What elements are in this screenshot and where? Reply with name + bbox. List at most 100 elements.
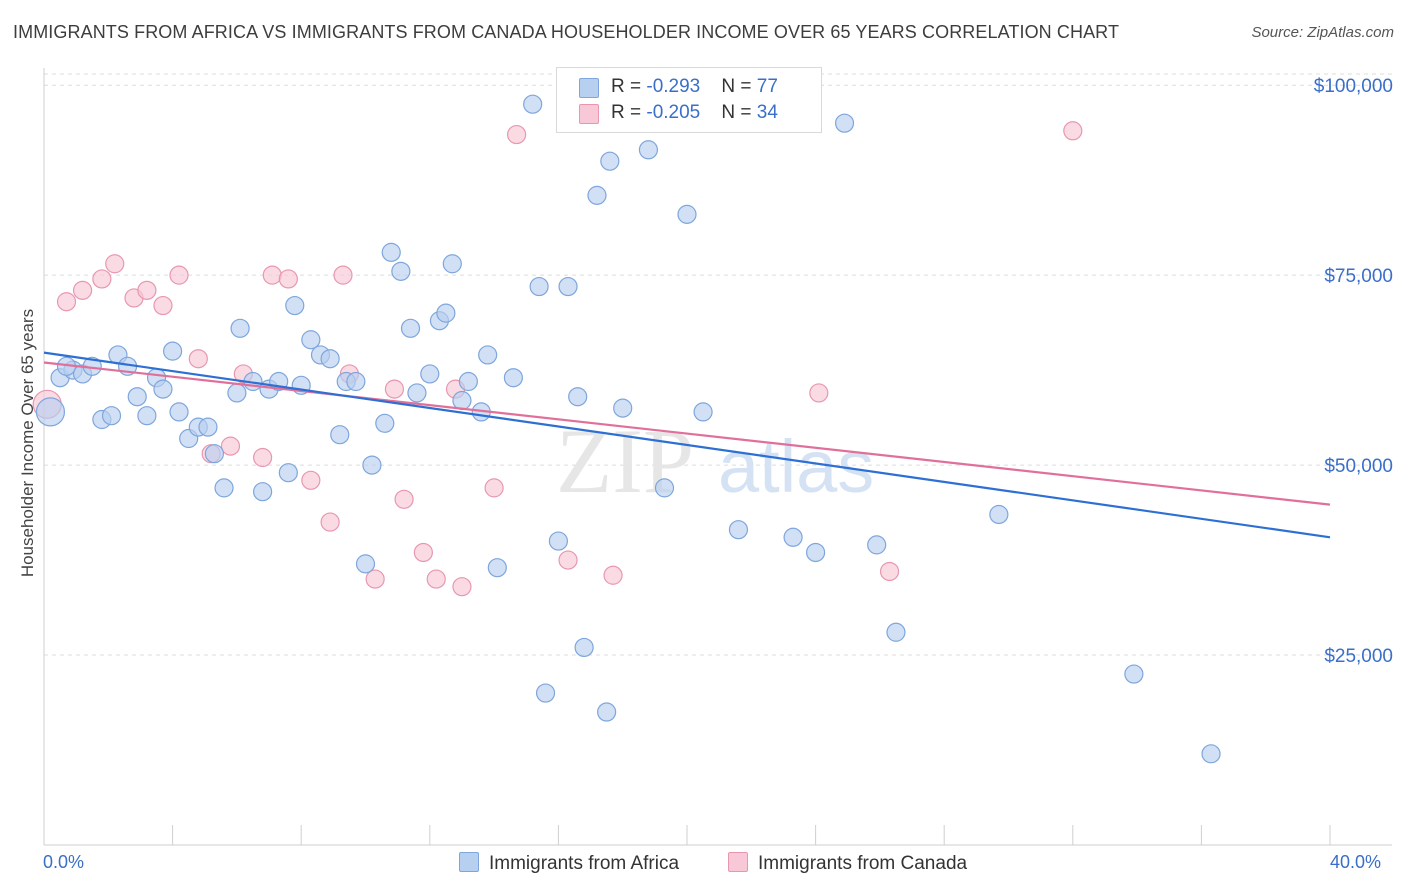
africa-point <box>204 444 224 464</box>
canada-point <box>484 478 504 498</box>
canada-point <box>153 295 173 316</box>
africa-point <box>693 402 713 422</box>
africa-point <box>230 318 250 338</box>
canada-point <box>394 489 414 509</box>
canada-trend-line <box>43 361 1331 506</box>
africa-point <box>407 383 427 403</box>
legend-swatch-canada <box>579 104 599 124</box>
correlation-legend: R = -0.293 N = 77 R = -0.205 N = 34 <box>556 67 822 133</box>
africa-point <box>548 531 569 551</box>
africa-point <box>362 455 382 475</box>
africa-point <box>677 204 697 224</box>
africa-point <box>137 406 157 426</box>
africa-point <box>523 94 543 114</box>
africa-point <box>452 390 472 411</box>
canada-point <box>278 269 298 289</box>
africa-point <box>600 151 620 171</box>
gridlines <box>44 73 1392 656</box>
africa-point <box>535 683 556 703</box>
africa-point <box>285 295 305 316</box>
africa-point <box>420 364 440 384</box>
legend-swatch-africa <box>579 78 599 98</box>
canada-point <box>507 124 527 145</box>
y-tick-label: $100,000 <box>1314 76 1393 97</box>
canada-r-value: -0.205 <box>646 102 701 123</box>
x-tick-min: 0.0% <box>43 852 85 872</box>
africa-point <box>400 318 421 338</box>
africa-point <box>253 482 273 502</box>
africa-point <box>805 542 826 563</box>
trend-lines <box>43 351 1331 539</box>
canada-point <box>56 292 77 312</box>
africa-point <box>346 371 366 392</box>
canada-point <box>72 280 93 300</box>
africa-point <box>638 140 659 160</box>
africa-point <box>198 417 218 437</box>
bottom-legend-africa: Immigrants from Africa <box>459 852 679 875</box>
canada-point <box>603 565 623 585</box>
africa-point <box>867 535 887 555</box>
africa-point <box>1124 664 1144 684</box>
africa-point <box>783 527 803 547</box>
chart-title: IMMIGRANTS FROM AFRICA VS IMMIGRANTS FRO… <box>13 22 1120 42</box>
africa-point <box>375 413 395 433</box>
bottom-legend-canada: Immigrants from Canada <box>728 852 967 875</box>
africa-point <box>301 330 321 350</box>
y-tick-label: $50,000 <box>1324 456 1393 477</box>
canada-point <box>426 569 446 589</box>
africa-point <box>886 622 906 642</box>
africa-point <box>728 520 749 540</box>
source-credit: Source: ZipAtlas.com <box>1251 24 1394 41</box>
africa-point <box>558 276 578 297</box>
africa-point <box>1201 744 1221 764</box>
watermark-atlas: atlas <box>718 425 874 508</box>
africa-point <box>597 702 617 722</box>
canada-point <box>879 561 900 582</box>
africa-point <box>227 383 247 403</box>
canada-point <box>452 577 472 597</box>
canada-point <box>1063 121 1083 141</box>
canada-point <box>188 349 208 369</box>
canada-point <box>365 569 385 589</box>
canada-n-value: 34 <box>756 102 778 123</box>
y-axis-label: Householder Income Over 65 years <box>18 308 37 578</box>
africa-point <box>153 379 173 399</box>
africa-point <box>320 349 340 369</box>
africa-point <box>442 254 462 274</box>
canada-point <box>413 542 433 563</box>
africa-r-value: -0.293 <box>646 76 701 97</box>
africa-point <box>989 504 1009 525</box>
africa-point <box>278 463 298 483</box>
africa-point <box>654 478 675 498</box>
africa-point <box>568 387 588 407</box>
africa-point <box>381 242 401 262</box>
x-tick-max: 40.0% <box>1330 852 1382 872</box>
africa-point <box>478 345 498 365</box>
africa-point <box>169 402 189 422</box>
africa-point <box>574 637 594 658</box>
africa-point <box>101 406 122 426</box>
africa-point <box>613 398 633 418</box>
canada-point <box>92 269 112 289</box>
africa-point <box>458 371 478 392</box>
canada-point <box>262 265 282 285</box>
canada-point <box>301 470 321 490</box>
y-tick-label: $25,000 <box>1324 646 1393 667</box>
africa-point <box>436 303 456 323</box>
africa-point <box>391 261 411 281</box>
y-tick-labels: $25,000 $50,000 $75,000 $100,000 <box>1314 76 1393 667</box>
canada-point <box>169 265 189 285</box>
africa-point <box>529 276 549 297</box>
africa-point <box>163 341 183 361</box>
africa-point <box>503 368 523 388</box>
africa-point <box>487 558 507 578</box>
bottom-legend-swatch-canada <box>728 852 748 872</box>
canada-point <box>384 379 405 399</box>
canada-point <box>137 280 157 300</box>
series-africa-points <box>35 94 1221 764</box>
africa-point <box>35 397 66 427</box>
canada-point <box>320 512 340 532</box>
africa-point <box>587 185 607 205</box>
africa-point <box>214 478 234 498</box>
canada-point <box>220 436 241 456</box>
